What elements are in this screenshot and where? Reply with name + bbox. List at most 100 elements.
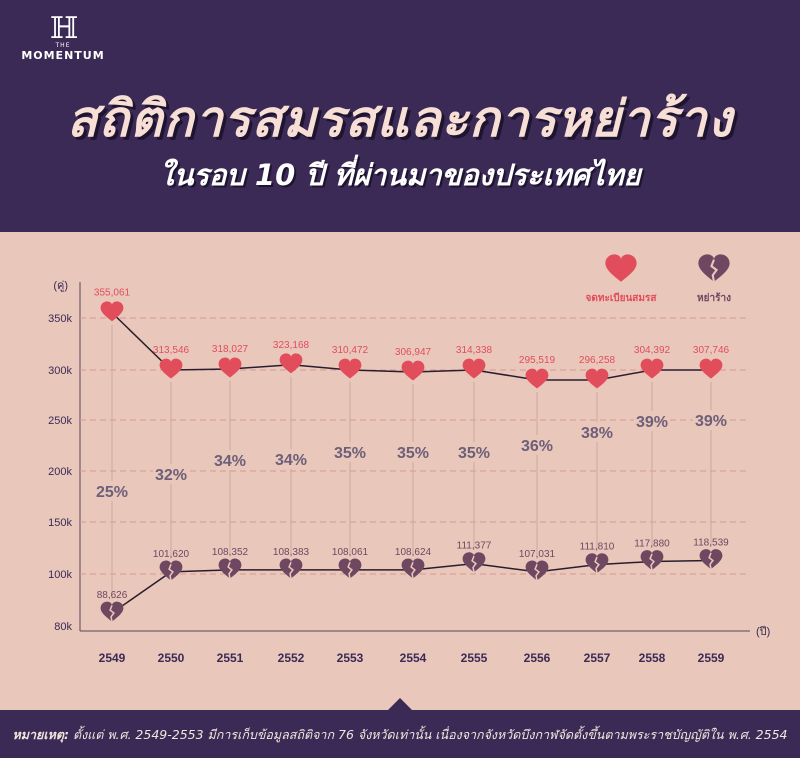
y-tick-label: 250k [48,415,72,427]
percent-label-bg [579,422,615,442]
marriage-value-label: 304,392 [634,345,671,356]
divorce-point [462,552,486,573]
y-tick-label: 150k [48,517,72,529]
y-unit-label: (คู่) [53,280,68,292]
y-tick-label: 200k [48,466,72,478]
percent-label: 39% [636,414,668,431]
marriage-point [100,301,124,322]
brand-logo[interactable]: ℍ THE MOMENTUM [18,11,108,63]
percent-label: 25% [96,484,128,501]
divorce-point [159,560,183,581]
divorce-value-label: 108,383 [273,547,310,558]
percent-label: 38% [581,425,613,442]
percent-label: 34% [214,453,246,470]
marriage-value-label: 306,947 [395,347,432,358]
divorce-point [699,549,723,570]
percent-label-bg [395,442,431,462]
marriage-value-label: 323,168 [273,340,310,351]
divorce-value-label: 88,626 [97,590,128,601]
marriage-point [585,368,609,389]
x-unit-label: (ปี) [756,625,770,638]
percent-label-bg [153,464,189,484]
x-tick-label: 2549 [99,651,126,665]
heart-crack [471,555,477,573]
percent-label-bg [693,410,729,430]
percent-label-bg [634,411,670,431]
marriage-point [699,358,723,379]
heart-crack [410,561,416,579]
divorce-point [640,550,664,571]
percent-label: 35% [334,445,366,462]
marriage-point [218,357,242,378]
heart-shape [159,358,183,379]
x-tick-label: 2552 [278,651,305,665]
divorce-value-label: 117,880 [634,539,670,550]
divorce-point [525,560,549,581]
logo-mark-icon: ℍ [49,11,78,46]
divorce-value-label: 108,624 [395,547,432,558]
divorce-point [585,553,609,574]
legend-divorce-heart-icon [698,254,730,282]
marriage-point [279,353,303,374]
divorce-point [338,558,362,579]
heart-shape [401,360,425,381]
heart-shape [279,353,303,374]
heart-crack [594,556,600,574]
percent-label: 35% [397,445,429,462]
heart-shape [462,358,486,379]
percent-label-bg [94,481,130,501]
divorce-value-label: 101,620 [153,549,190,560]
heart-crack [708,552,714,570]
legend-marriage-heart-icon [605,254,637,282]
marriage-point [338,358,362,379]
x-tick-label: 2553 [337,651,364,665]
x-tick-label: 2559 [698,651,725,665]
x-tick-label: 2557 [584,651,611,665]
percent-label-bg [273,449,309,469]
divorce-point [218,558,242,579]
percent-label-bg [456,442,492,462]
y-tick-label: 300k [48,365,72,377]
percent-label-bg [332,442,368,462]
percent-label: 35% [458,445,490,462]
page-title: สถิติการสมรสและการหย่าร้าง [67,90,733,148]
footer: หมายเหตุ: ตั้งแต่ พ.ศ. 2549-2553 มีการเก… [0,698,800,758]
marriage-point [401,360,425,381]
page-subtitle: ในรอบ 10 ปี ที่ผ่านมาของประเทศไทย [159,158,641,192]
heart-shape [100,301,124,322]
percent-label: 36% [521,438,553,455]
heart-shape [525,368,549,389]
heart-crack [109,605,115,622]
percent-label: 32% [155,467,187,484]
heart-crack [347,561,353,579]
marriage-value-label: 313,546 [153,345,190,356]
logo-the: THE [55,42,71,49]
divorce-value-label: 111,810 [580,542,615,553]
footnote-text: ตั้งแต่ พ.ศ. 2549-2553 มีการเก็บข้อมูลสถ… [72,727,788,742]
x-tick-label: 2555 [461,651,488,665]
x-tick-label: 2556 [524,651,551,665]
percent-label-bg [519,435,555,455]
percent-label: 34% [275,452,307,469]
marriage-point [462,358,486,379]
legend-marriage-label: จดทะเบียนสมรส [586,292,658,304]
y-tick-label: 350k [48,313,72,325]
heart-crack [710,259,719,282]
divorce-point [279,558,303,579]
heart-shape [338,358,362,379]
divorce-value-label: 107,031 [519,549,556,560]
marriage-point [640,358,664,379]
percent-label: 39% [695,413,727,430]
heart-shape [218,357,242,378]
footnote: หมายเหตุ: ตั้งแต่ พ.ศ. 2549-2553 มีการเก… [0,725,800,745]
heart-shape [605,254,637,282]
header: ℍ THE MOMENTUM สถิติการสมรสและการหย่าร้า… [0,0,800,232]
heart-crack [649,553,655,571]
marriage-value-label: 295,519 [519,355,556,366]
heart-shape [640,358,664,379]
divorce-point [401,558,425,579]
divorce-value-label: 108,061 [332,547,369,558]
heart-crack [227,561,233,579]
heart-shape [699,358,723,379]
divorce-value-label: 111,377 [457,541,492,552]
